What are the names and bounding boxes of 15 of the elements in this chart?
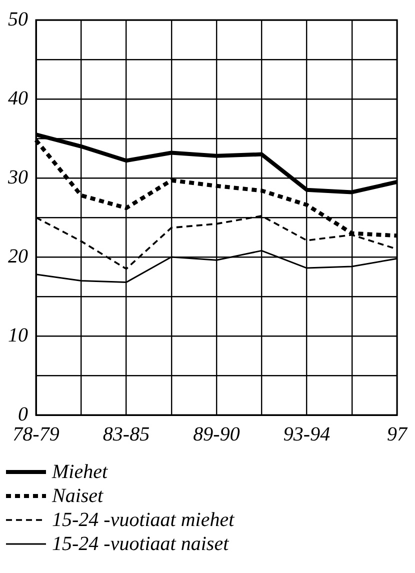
y-tick-label: 20 <box>8 245 28 268</box>
legend-label: 15-24 -vuotiaat miehet <box>52 508 234 532</box>
y-tick-label: 40 <box>8 87 28 110</box>
x-tick-label: 83-85 <box>102 423 150 446</box>
x-tick-label: 78-79 <box>12 423 60 446</box>
y-tick-label: 10 <box>8 324 28 346</box>
x-tick-label: 93-94 <box>283 423 330 446</box>
legend-label: Naiset <box>52 484 104 508</box>
y-tick-label: 50 <box>8 8 28 30</box>
legend-label: 15-24 -vuotiaat naiset <box>52 532 229 556</box>
legend-label: Miehet <box>52 460 108 484</box>
y-tick-label: 0 <box>18 403 28 426</box>
x-tick-label: 89-90 <box>193 423 240 446</box>
x-tick-label: 97 <box>387 423 408 446</box>
y-tick-label: 30 <box>7 166 28 188</box>
